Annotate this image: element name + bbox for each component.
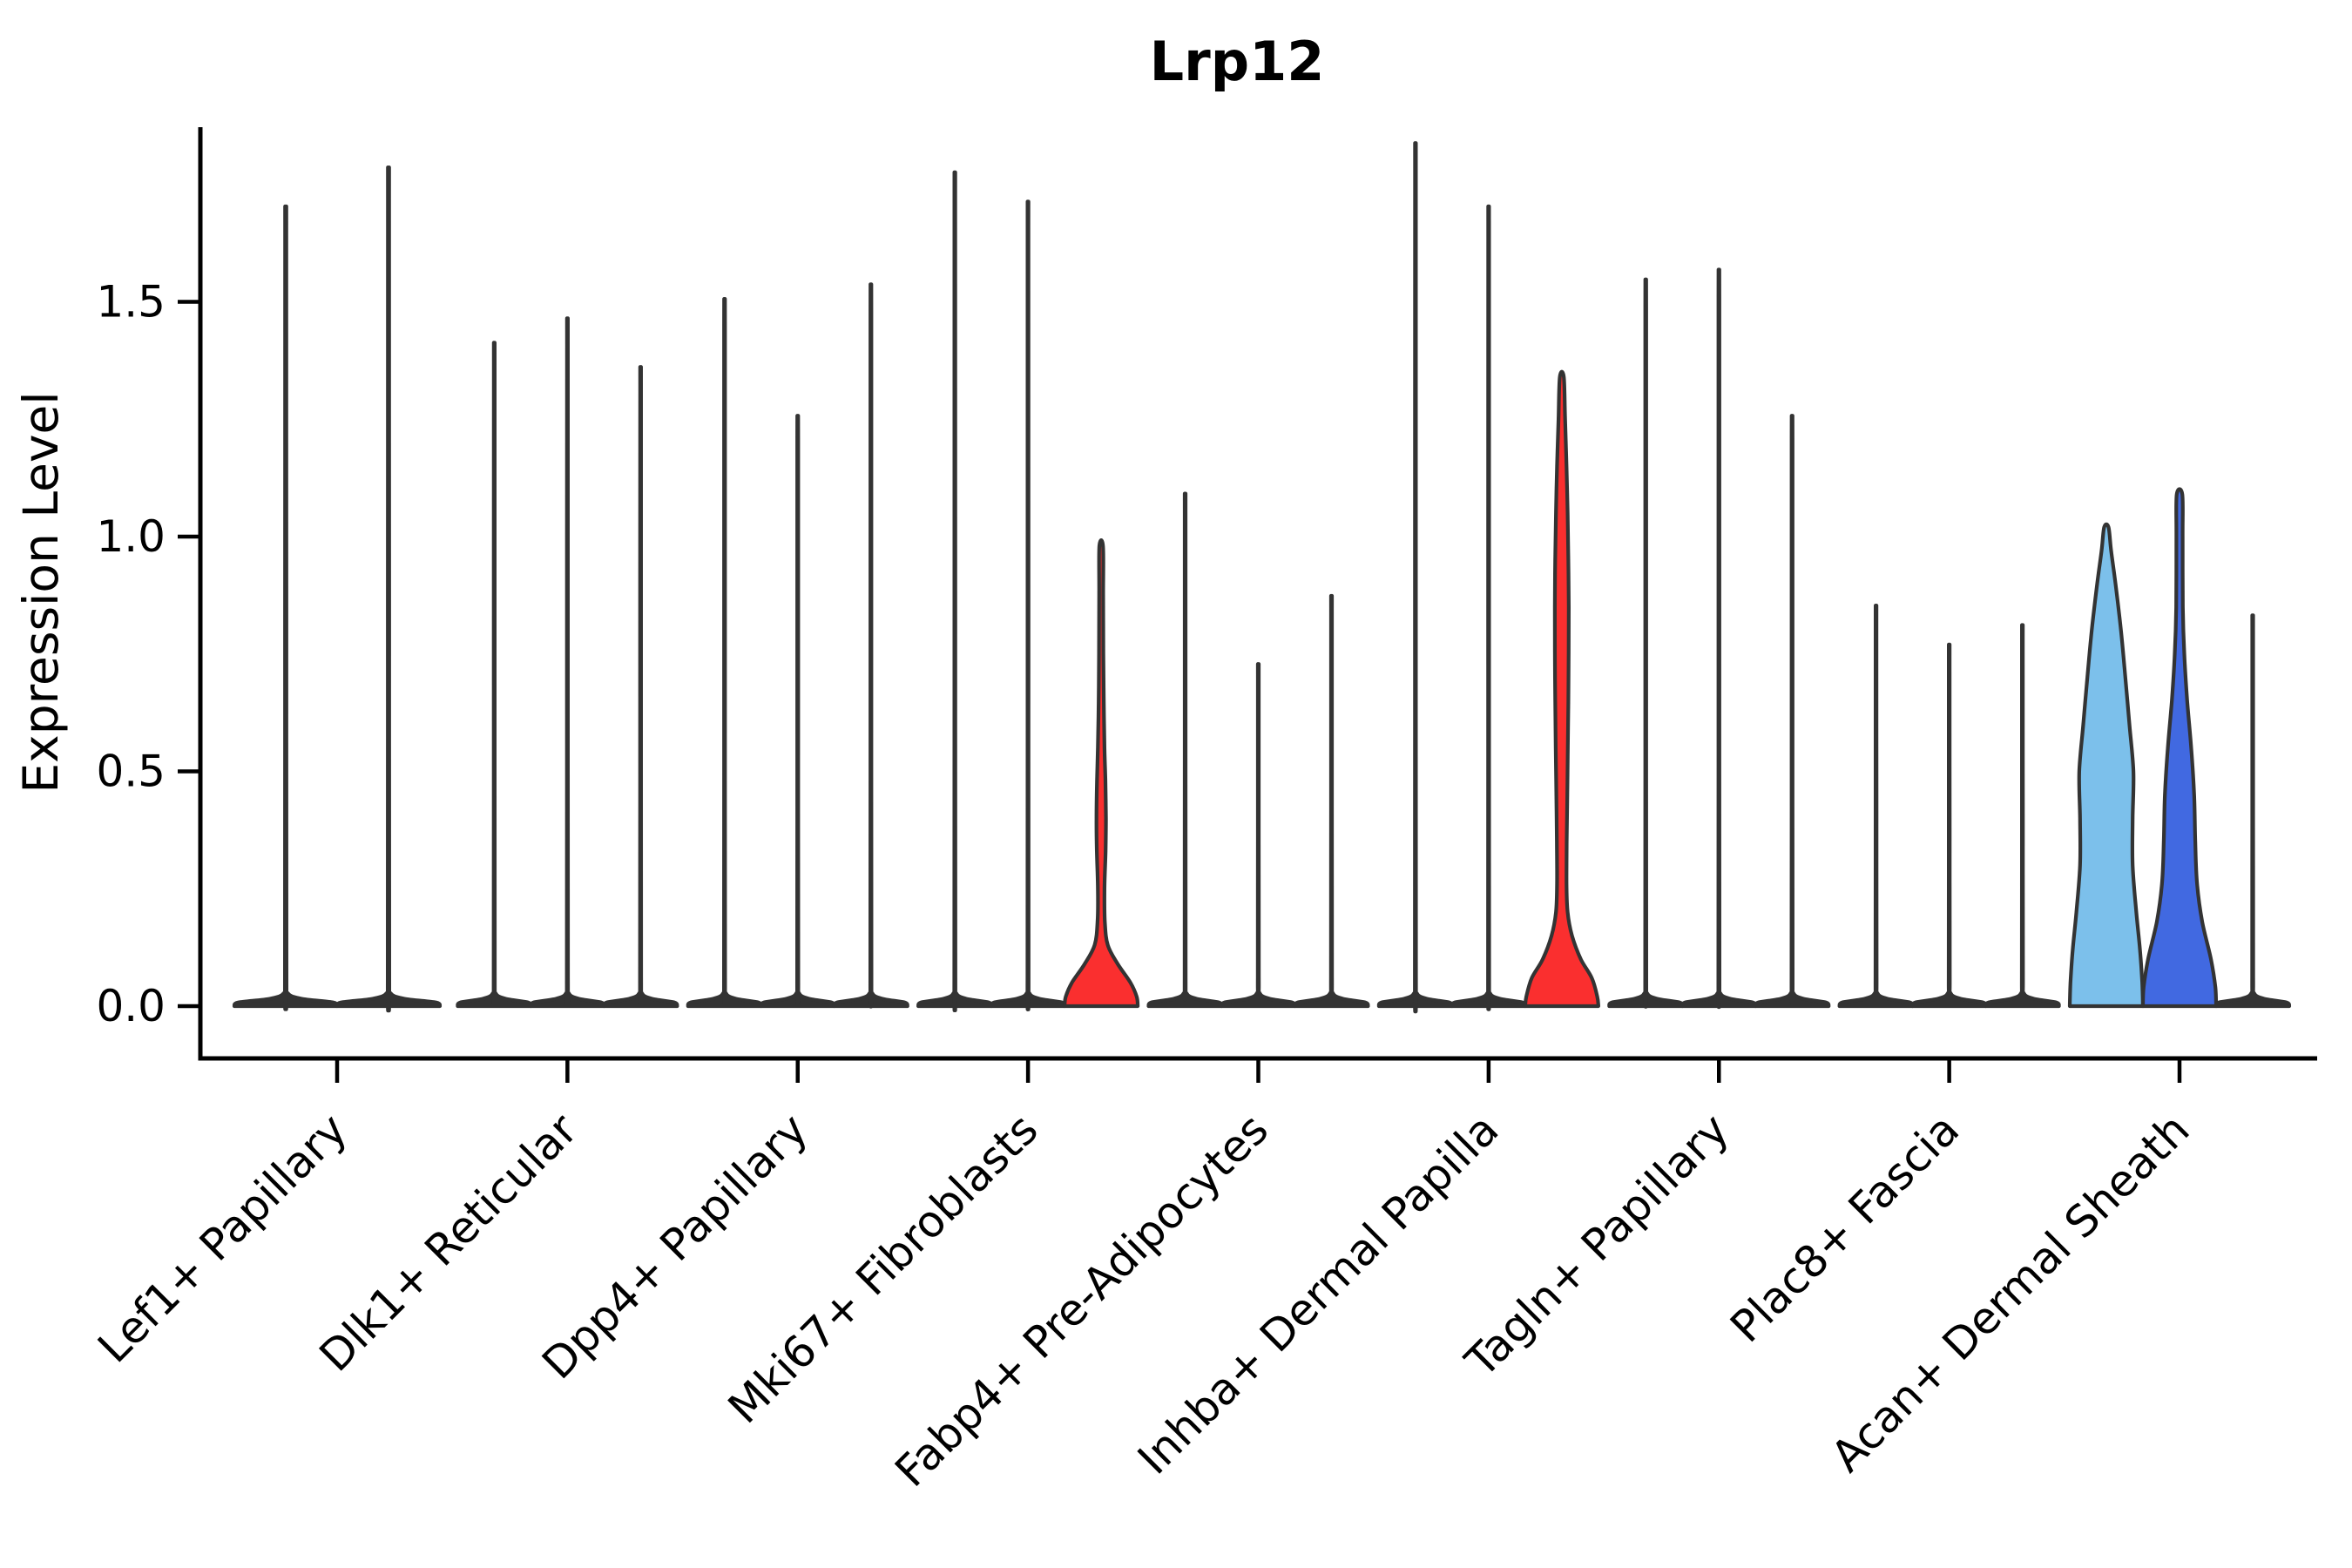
violin-mki67-fibroblasts-3: [1063, 537, 1140, 1009]
violin-acan-dermal-sheath-2: [2140, 487, 2219, 1009]
violin-inhba-dermal-papilla-1: [1376, 141, 1454, 1014]
violin-tagln-papillary-3: [1754, 414, 1831, 1009]
violin-dlk1-reticular-3: [602, 365, 679, 1009]
y-axis-label: Expression Level: [13, 391, 69, 793]
violin-dlk1-reticular-2: [529, 316, 606, 1009]
y-tick-label: 1.5: [96, 277, 166, 328]
y-tick-label: 0.5: [96, 747, 166, 797]
violin-plac8-fascia-2: [1910, 642, 1988, 1009]
x-tick-label-plac8-fascia: Plac8+ Fascia: [1720, 1104, 1969, 1352]
violin-dpp4-papillary-2: [759, 414, 836, 1009]
violin-mki67-fibroblasts-1: [916, 170, 994, 1012]
violin-plac8-fascia-3: [1984, 623, 2061, 1009]
violin-inhba-dermal-papilla-2: [1450, 204, 1527, 1011]
x-tick-label-lef1-papillary: Lef1+ Papillary: [88, 1104, 356, 1372]
chart-title: Lrp12: [1150, 30, 1325, 93]
violin-dlk1-reticular-1: [456, 341, 533, 1009]
violin-mki67-fibroblasts-2: [990, 199, 1067, 1011]
violin-acan-dermal-sheath-1: [2067, 522, 2146, 1009]
x-tick-label-fabp4-pre-adipocytes: Fabp4+ Pre-Adipocytes: [885, 1104, 1278, 1497]
violin-lef1-papillary-1: [232, 204, 340, 1011]
violin-dpp4-papillary-3: [832, 282, 909, 1009]
violin-fabp4-pre-adipocytes-1: [1146, 491, 1224, 1009]
violin-tagln-papillary-2: [1680, 267, 1758, 1010]
violin-tagln-papillary-1: [1607, 277, 1685, 1009]
violin-dpp4-papillary-1: [686, 297, 763, 1009]
violin-plac8-fascia-1: [1837, 604, 1915, 1009]
violin-inhba-dermal-papilla-3: [1523, 369, 1600, 1009]
violin-fabp4-pre-adipocytes-2: [1220, 662, 1297, 1009]
violin-fabp4-pre-adipocytes-3: [1293, 593, 1370, 1009]
violin-acan-dermal-sheath-3: [2213, 613, 2292, 1009]
y-tick-label: 1.0: [96, 511, 166, 562]
violin-lef1-papillary-2: [335, 166, 443, 1013]
y-tick-label: 0.0: [96, 981, 166, 1031]
